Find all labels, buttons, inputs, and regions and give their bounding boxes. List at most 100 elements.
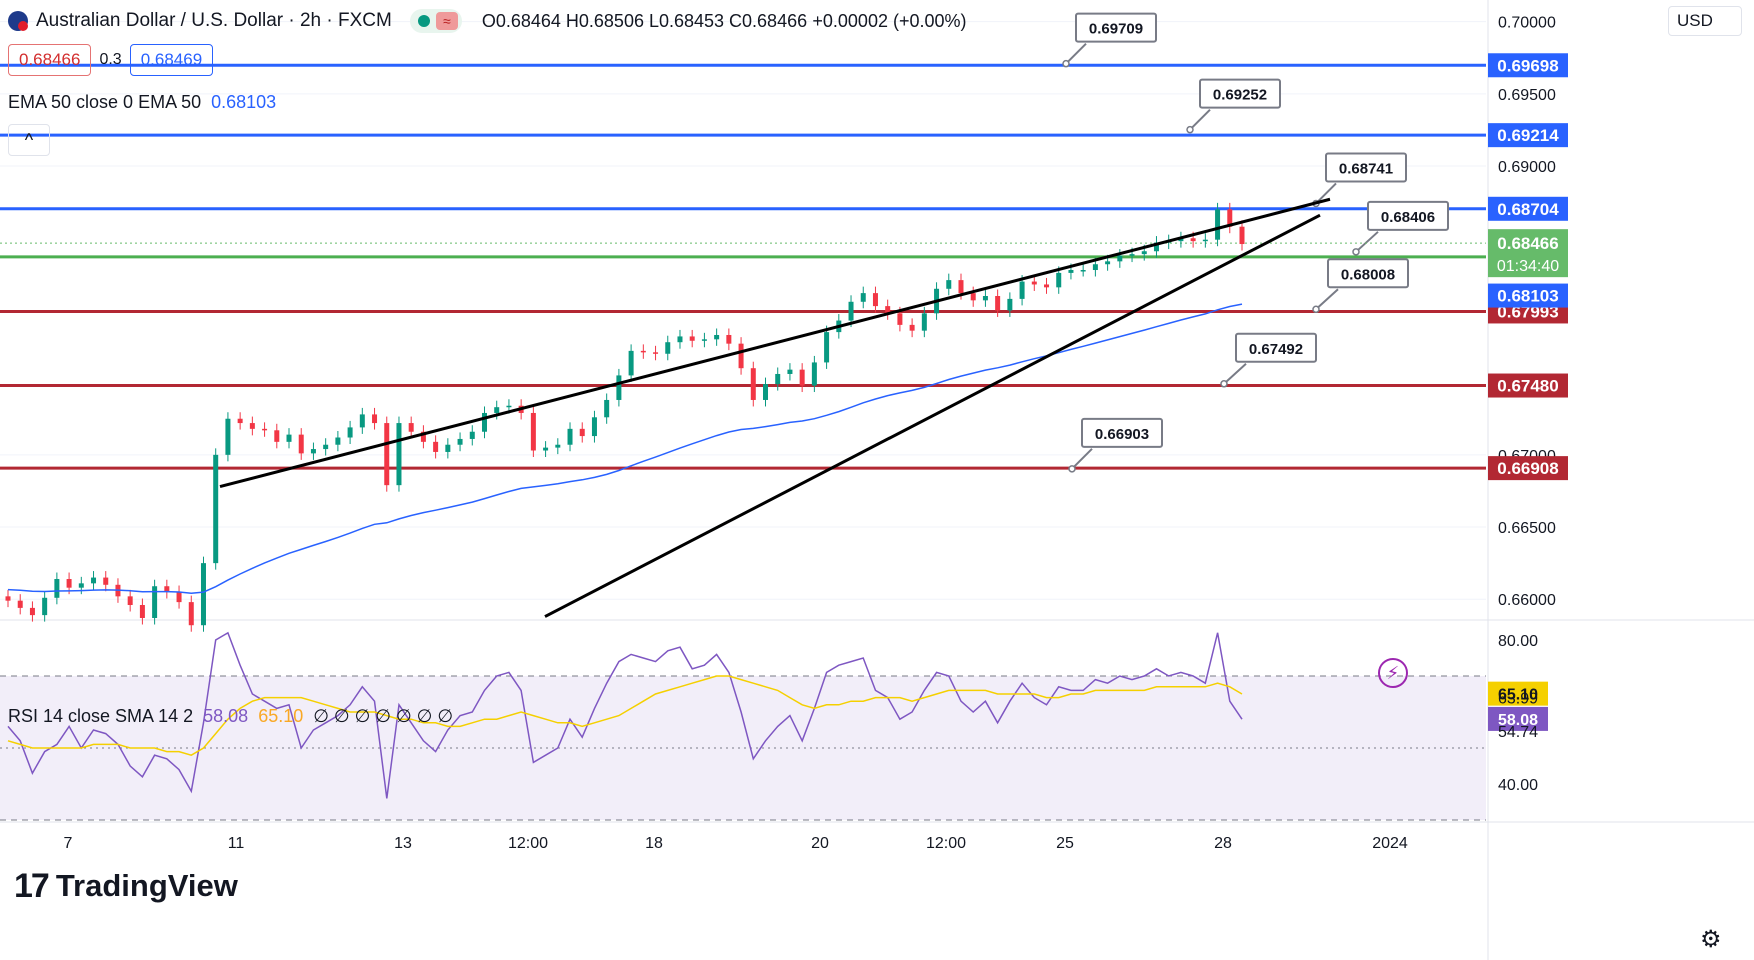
candle-body (848, 301, 854, 321)
callout-box (1367, 200, 1449, 231)
callout-box (1235, 332, 1317, 363)
candle-body (958, 280, 964, 294)
collapse-legend-button[interactable]: ^ (8, 124, 50, 156)
candle-body (714, 334, 720, 340)
chart-header: Australian Dollar / U.S. Dollar · 2h · F… (8, 8, 967, 34)
rsi-legend-label: RSI 14 close SMA 14 2 (8, 706, 194, 726)
candle-body (310, 449, 316, 454)
x-tick-label: 20 (811, 835, 829, 852)
candle-body (665, 342, 671, 354)
candle-body (1141, 251, 1147, 255)
callout-pointer (1315, 182, 1337, 205)
callout-pointer (1071, 448, 1093, 470)
candle-body (543, 447, 549, 451)
candle-body (885, 306, 891, 314)
callout-label: 0.68741 (1339, 160, 1393, 177)
candle-body (1117, 255, 1123, 262)
candles-group (5, 202, 1245, 632)
trendline-lower (544, 213, 1321, 618)
candle-body (408, 423, 414, 432)
callout-label: 0.67492 (1249, 341, 1303, 358)
candle-body (1239, 226, 1245, 245)
candle-body (347, 427, 353, 438)
candle-body (29, 607, 35, 616)
currency-selector[interactable]: USD (1668, 6, 1742, 36)
candle-body (225, 418, 231, 455)
callout-anchor (1062, 59, 1070, 68)
gear-icon[interactable]: ⚙ (1700, 926, 1722, 953)
lightning-icon[interactable]: ⚡ (1378, 658, 1408, 688)
callout-label: 0.68008 (1341, 266, 1395, 283)
candle-body (1019, 281, 1025, 299)
ema-price-tag-text: 0.68103 (1497, 287, 1558, 306)
tradingview-logo[interactable]: 17 TradingView (14, 867, 238, 905)
rsi-y-tick-label: 40.00 (1498, 777, 1538, 794)
candle-body (286, 434, 292, 442)
candle-body (323, 444, 329, 450)
ema-legend-value: 0.68103 (211, 92, 277, 112)
x-tick-label: 2024 (1372, 835, 1408, 852)
candle-body (982, 296, 988, 301)
candle-body (1031, 281, 1037, 285)
candle-body (555, 444, 561, 448)
candle-body (1044, 284, 1050, 288)
candle-body (176, 592, 182, 603)
x-tick-label: 18 (645, 835, 663, 852)
level-price-tag (1488, 53, 1568, 78)
ema-legend[interactable]: EMA 50 close 0 EMA 50 0.68103 (8, 92, 276, 113)
candle-body (897, 313, 903, 325)
x-tick-label: 12:00 (926, 835, 966, 852)
candle-body (359, 414, 365, 428)
level-price-tag-text: 0.68704 (1497, 200, 1559, 219)
candle-body (787, 369, 793, 374)
x-tick-label: 12:00 (508, 835, 548, 852)
candle-body (604, 399, 610, 418)
market-status-toggle[interactable]: ≈ (409, 9, 462, 33)
rsi-legend[interactable]: RSI 14 close SMA 14 2 58.08 65.10 ∅ ∅ ∅ … (8, 706, 453, 727)
x-tick-label: 28 (1214, 835, 1232, 852)
y-tick-label: 0.66500 (1498, 520, 1556, 537)
level-price-tag (1488, 373, 1568, 398)
sell-button[interactable]: 0.68466 (8, 44, 92, 76)
buy-button[interactable]: 0.68469 (129, 44, 214, 76)
callout-label: 0.69709 (1089, 21, 1143, 38)
candle-body (701, 339, 707, 341)
y-tick-label: 0.70000 (1498, 15, 1556, 32)
candle-body (640, 350, 646, 353)
candle-body (481, 412, 487, 432)
spread-value: 0.3 (99, 51, 122, 68)
candle-body (909, 324, 915, 331)
ema-price-tag (1488, 283, 1568, 308)
candle-body (824, 332, 830, 363)
candle-body (298, 434, 304, 454)
candle-body (237, 418, 243, 424)
candle-body (677, 336, 683, 343)
candle-body (860, 293, 866, 302)
callout-anchor (1352, 248, 1360, 256)
rsi-sma-legend-value: 65.10 (258, 706, 304, 726)
callout-box (1199, 78, 1281, 109)
rsi-series-rsi (7, 631, 1243, 799)
symbol-title[interactable]: Australian Dollar / U.S. Dollar · 2h · F… (36, 10, 392, 31)
y-tick-label: 0.66000 (1498, 592, 1556, 609)
callout-box (1081, 417, 1163, 448)
candle-body (335, 437, 341, 445)
callout-box (1327, 258, 1409, 289)
callout-label: 0.68406 (1381, 209, 1435, 226)
callout-anchor (1186, 125, 1194, 134)
candle-body (469, 431, 475, 439)
candle-body (750, 368, 756, 400)
candle-body (1080, 270, 1086, 272)
candle-body (384, 423, 390, 486)
rsi-legend-placeholders: ∅ ∅ ∅ ∅ ∅ ∅ ∅ (313, 706, 454, 726)
candle-body (42, 597, 48, 616)
rsi-price-tag (1488, 706, 1548, 731)
candle-body (1068, 270, 1074, 273)
candle-body (91, 577, 97, 584)
current-price-tag (1488, 229, 1568, 278)
callout-anchor (1312, 305, 1320, 314)
callout-pointer (1223, 363, 1247, 385)
candle-body (1153, 242, 1159, 252)
